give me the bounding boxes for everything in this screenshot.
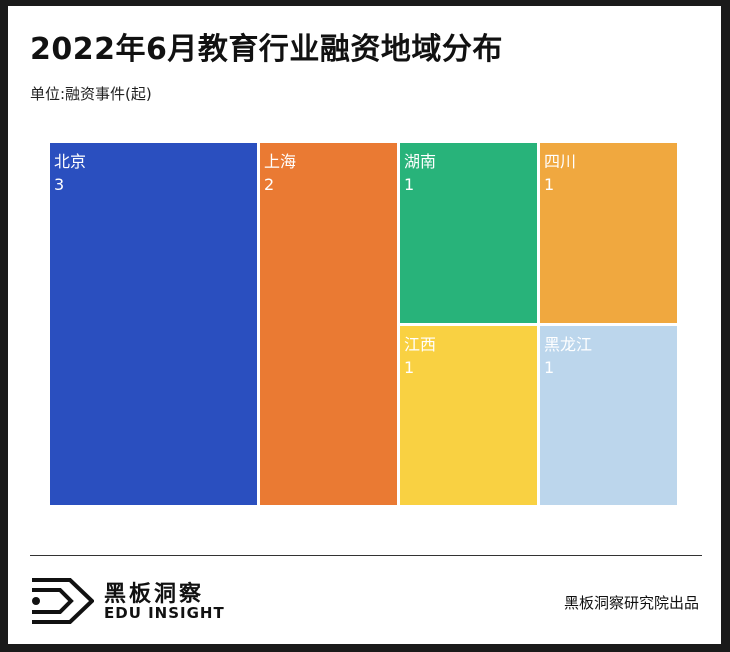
treemap: 北京 3 上海 2 湖南 1 四川 1 江西 1 黑龙江 1 bbox=[50, 143, 680, 508]
treemap-tile: 黑龙江 1 bbox=[540, 325, 677, 505]
brand-name-en: EDU INSIGHT bbox=[104, 604, 225, 622]
treemap-tile: 江西 1 bbox=[400, 325, 537, 505]
chart-title: 2022年6月教育行业融资地域分布 bbox=[30, 32, 503, 67]
footer-divider bbox=[30, 555, 702, 556]
brand-logo: 黑板洞察 EDU INSIGHT bbox=[30, 576, 224, 626]
treemap-tile: 北京 3 bbox=[50, 143, 257, 505]
tile-label: 湖南 bbox=[404, 152, 437, 171]
edu-insight-logo-icon bbox=[32, 578, 94, 624]
chart-card: 2022年6月教育行业融资地域分布 单位:融资事件(起) 北京 3 上海 2 湖南 1 四川… bbox=[8, 6, 721, 644]
tile-label: 四川 bbox=[544, 152, 577, 171]
tile-value: 1 bbox=[404, 357, 415, 377]
publisher-credit: 黑板洞察研究院出品 bbox=[563, 594, 699, 612]
brand-name-cn: 黑板洞察 bbox=[104, 582, 205, 607]
tile-label: 黑龙江 bbox=[544, 334, 593, 354]
unit-label: 单位:融资事件(起) bbox=[30, 85, 152, 103]
tile-label: 北京 bbox=[54, 152, 87, 171]
treemap-tile: 上海 2 bbox=[260, 143, 397, 505]
tile-value: 1 bbox=[404, 175, 415, 194]
tile-value: 2 bbox=[264, 175, 275, 194]
tile-value: 1 bbox=[544, 175, 555, 194]
tile-value: 1 bbox=[544, 357, 555, 377]
tile-value: 3 bbox=[54, 175, 65, 194]
treemap-tile: 湖南 1 bbox=[400, 143, 537, 323]
tile-label: 江西 bbox=[404, 334, 437, 354]
tile-label: 上海 bbox=[264, 152, 297, 171]
treemap-tile: 四川 1 bbox=[540, 143, 677, 323]
